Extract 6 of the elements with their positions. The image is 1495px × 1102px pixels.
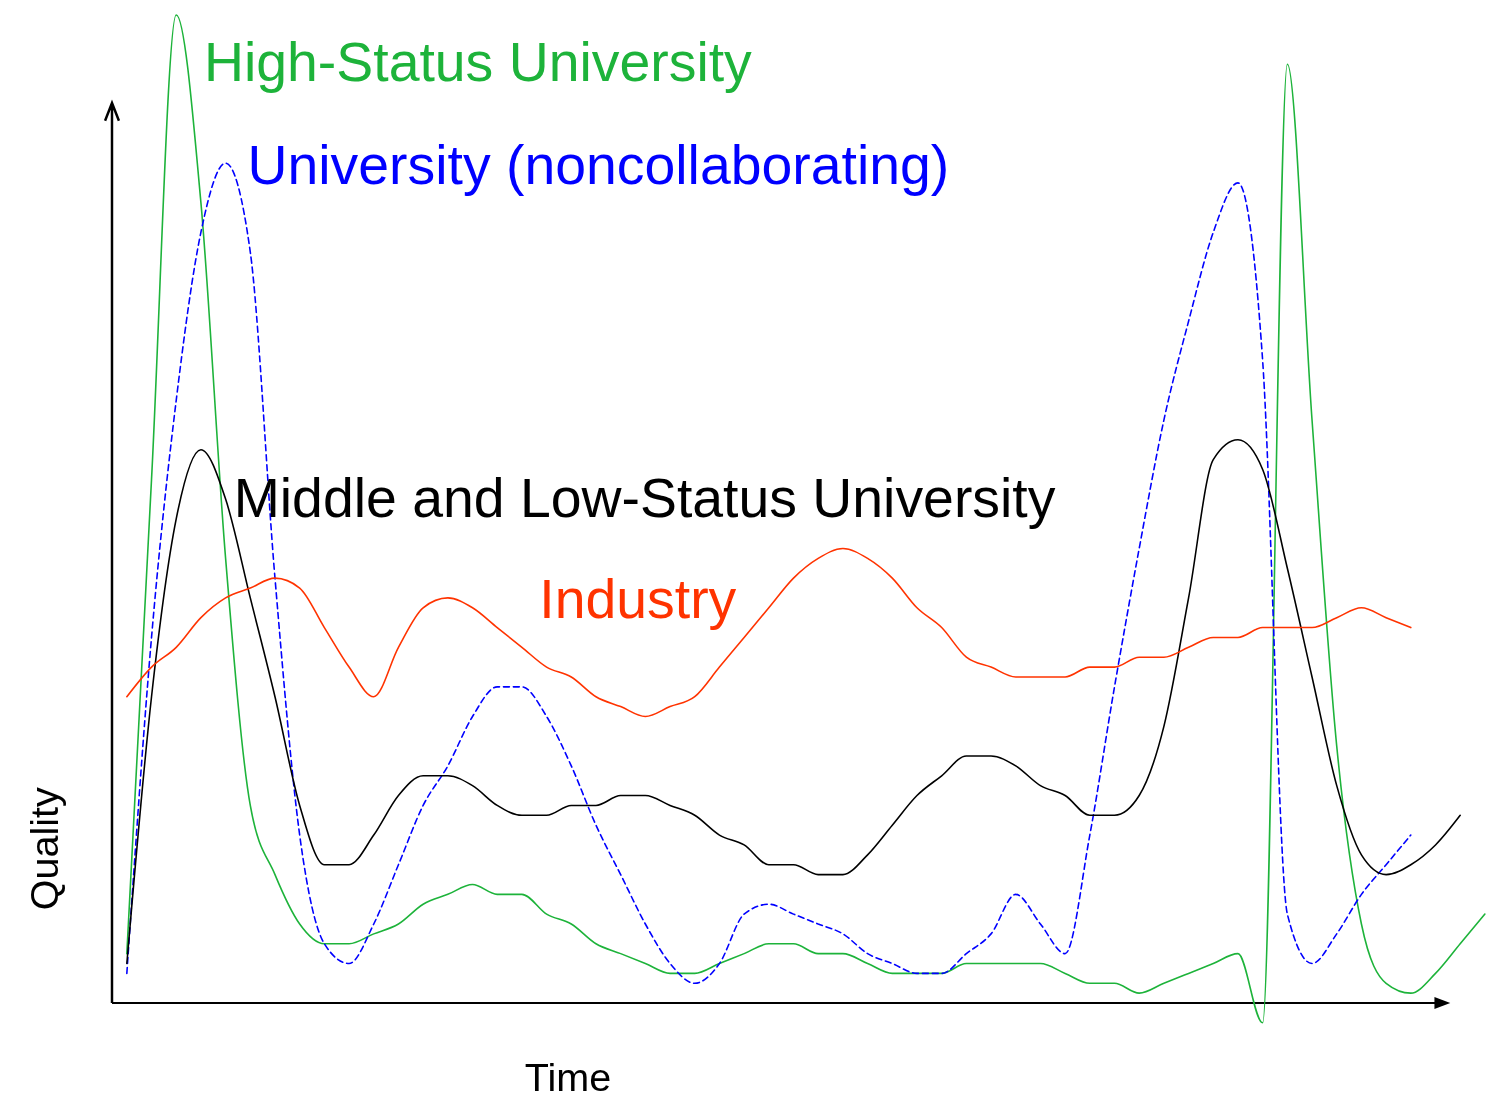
x-axis-title: Time xyxy=(524,1055,612,1100)
series-label: University (noncollaborating) xyxy=(247,134,950,197)
series-label: Middle and Low-Status University xyxy=(233,467,1056,530)
series-label: Industry xyxy=(539,568,737,631)
y-axis-title: Quality xyxy=(21,786,66,911)
series-label: High-Status University xyxy=(203,31,753,94)
